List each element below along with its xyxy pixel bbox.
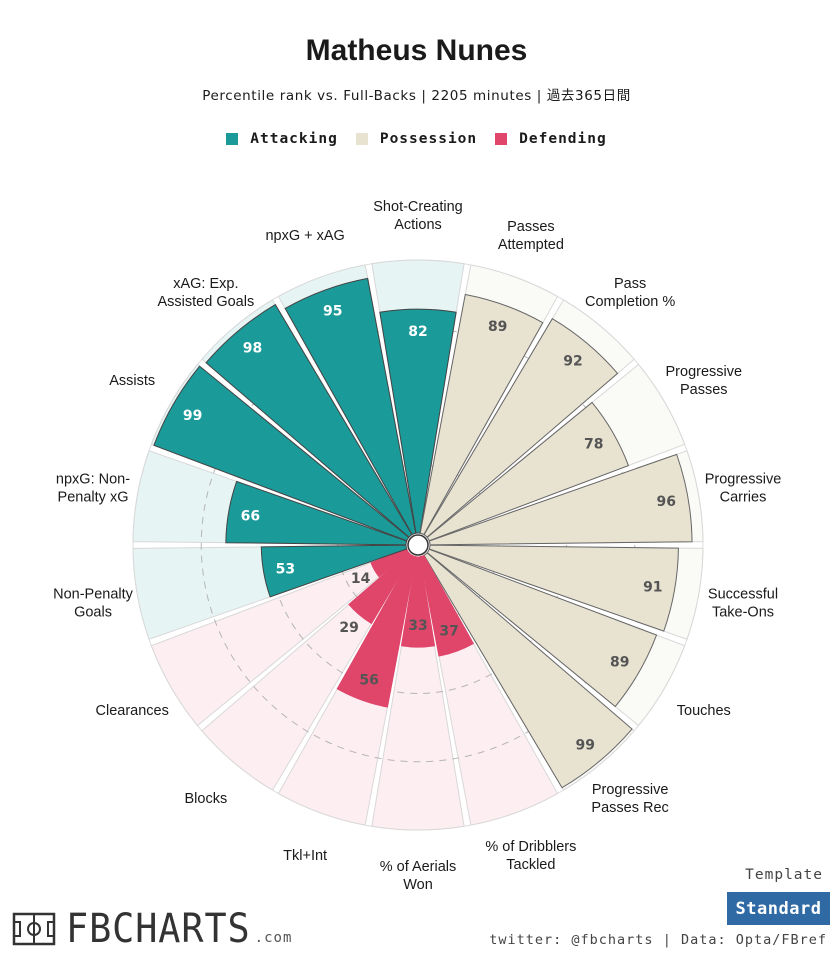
value-label-blocks: 29 (339, 620, 358, 636)
category-label-npxg-non-penalty-xg: npxG: Non-Penalty xG (56, 472, 130, 506)
value-label-touches: 89 (610, 654, 629, 670)
category-label-touches: Touches (677, 703, 731, 719)
bar-touches (426, 548, 658, 708)
value-label-progressive-passes-rec: 99 (576, 737, 595, 753)
legend-item-possession: Possession (355, 131, 478, 147)
legend-label-possession: Possession (379, 131, 478, 147)
bar-pass-completion (423, 318, 619, 538)
category-label-successful-take-ons: Successful Take-Ons (708, 586, 778, 620)
value-label-non-penalty-goals: 53 (276, 561, 295, 577)
value-label-tkl-int: 56 (359, 672, 378, 688)
category-label-non-penalty-goals: Non-Penalty Goals (53, 586, 134, 620)
value-label-of-aerials-won: 33 (408, 618, 427, 634)
logo-text: FBCHARTS (66, 906, 251, 952)
category-label-progressive-passes-rec: Progressive Passes Rec (591, 782, 668, 816)
category-label-npxg-xag: npxG + xAG (265, 228, 344, 244)
value-label-assists: 99 (183, 408, 202, 424)
legend-label-defending: Defending (519, 131, 607, 147)
value-label-xag-exp-assisted-goals: 98 (243, 341, 262, 357)
legend-swatch-possession (355, 133, 368, 145)
category-label-progressive-carries: Progressive Carries (705, 472, 782, 506)
value-label-passes-attempted: 89 (488, 319, 507, 335)
value-label-clearances: 14 (351, 571, 371, 587)
pitch-icon (12, 912, 56, 946)
legend-swatch-defending (495, 133, 508, 145)
category-label-of-dribblers-tackled: % of Dribblers Tackled (485, 839, 576, 873)
bar-assists (153, 365, 410, 542)
legend-label-attacking: Attacking (250, 131, 338, 147)
center-circle (407, 534, 429, 556)
value-label-pass-completion: 92 (563, 353, 582, 369)
value-label-npxg-non-penalty-xg: 66 (241, 508, 260, 524)
bar-progressive-passes (426, 401, 630, 542)
legend: Attacking Possession Defending (0, 131, 833, 147)
bar-progressive-passes-rec (423, 552, 633, 789)
value-label-successful-take-ons: 91 (643, 579, 662, 595)
value-label-npxg-xag: 95 (323, 304, 342, 320)
category-label-shot-creating-actions: Shot-Creating Actions (373, 199, 462, 233)
template-standard-button[interactable]: Standard (727, 892, 830, 925)
legend-item-attacking: Attacking (226, 131, 338, 147)
bar-npxg-xag (284, 277, 417, 536)
bar-shot-creating-actions (379, 308, 457, 534)
value-label-shot-creating-actions: 82 (408, 324, 427, 340)
chart-subtitle: Percentile rank vs. Full-Backs | 2205 mi… (202, 88, 631, 104)
value-label-of-dribblers-tackled: 37 (439, 624, 458, 640)
bar-progressive-carries (428, 453, 693, 546)
chart-title: Matheus Nunes (305, 34, 528, 67)
category-label-clearances: Clearances (96, 703, 169, 719)
bar-passes-attempted (419, 293, 544, 536)
category-label-progressive-passes: Progressive Passes (666, 364, 743, 398)
template-label: Template (745, 867, 823, 883)
category-label-assists: Assists (109, 373, 155, 389)
credits: twitter: @fbcharts | Data: Opta/FBref (489, 932, 827, 948)
bar-tkl-int (336, 554, 417, 708)
category-label-blocks: Blocks (185, 791, 228, 807)
category-label-of-aerials-won: % of Aerials Won (380, 859, 457, 893)
value-label-progressive-passes: 78 (584, 437, 603, 453)
bar-of-dribblers-tackled (419, 554, 475, 657)
logo-suffix: .com (254, 930, 293, 946)
value-label-progressive-carries: 96 (657, 494, 676, 510)
bar-successful-take-ons (428, 544, 679, 632)
fbcharts-logo: FBCHARTS .com (12, 906, 292, 952)
legend-item-defending: Defending (495, 131, 607, 147)
legend-swatch-attacking (226, 133, 239, 145)
category-label-tkl-int: Tkl+Int (283, 848, 327, 864)
category-label-passes-attempted: Passes Attempted (498, 219, 564, 253)
bar-clearances (370, 548, 410, 578)
category-label-pass-completion: Pass Completion % (585, 276, 675, 310)
bar-xag-exp-assisted-goals (205, 303, 413, 538)
bar-npxg-non-penalty-xg (225, 480, 408, 546)
bar-non-penalty-goals (260, 544, 408, 598)
category-label-xag-exp-assisted-goals: xAG: Exp. Assisted Goals (158, 276, 255, 310)
bar-of-aerials-won (400, 556, 436, 648)
gridline-50 (269, 396, 567, 694)
bar-blocks (348, 552, 413, 625)
